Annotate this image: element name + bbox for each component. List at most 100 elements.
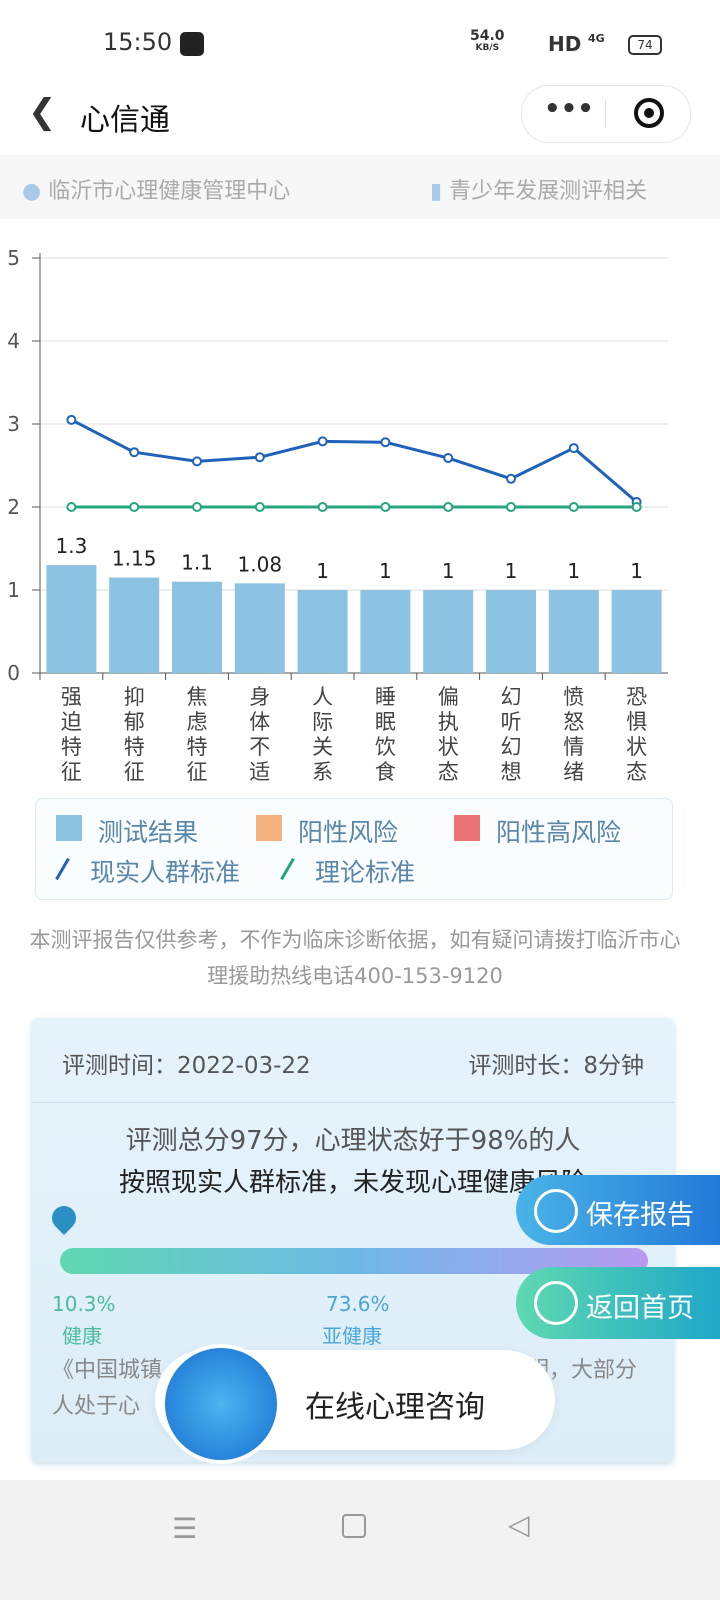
time: 15:50: [103, 28, 173, 56]
save-label: 保存报告: [586, 1200, 694, 1231]
report-time: 评测时间：2022-03-22: [62, 1053, 311, 1079]
menu-button[interactable]: ☰: [172, 1512, 198, 1545]
system-nav: ☰ ◁: [0, 1480, 720, 1600]
speed-unit: KB/S: [475, 43, 500, 53]
data-label: 1.08: [238, 552, 283, 576]
bar: [486, 590, 536, 673]
back-button[interactable]: ❮: [28, 92, 57, 132]
summary-2: 按照现实人群标准，未发现心理健康风险: [118, 1168, 587, 1198]
y-tick-label: 5: [7, 246, 20, 270]
data-label: 1.3: [55, 534, 87, 558]
point: [568, 502, 579, 512]
report-duration: 评测时长：8分钟: [468, 1053, 644, 1079]
speed: 54.0: [470, 28, 505, 44]
close-button[interactable]: [634, 98, 664, 128]
legend-label: 理论标准: [315, 858, 416, 887]
level-percent: 73.6%: [326, 1292, 390, 1316]
consult-label: 在线心理咨询: [305, 1390, 485, 1425]
data-label: 1: [630, 559, 643, 583]
x-tick-label: 恐惧状态: [626, 685, 648, 784]
data-label: 1: [567, 559, 580, 583]
info-bar: ● 临沂市心理健康管理中心 ▮ 青少年发展测评相关: [0, 155, 720, 219]
network: HD: [548, 32, 582, 56]
data-label: 1.1: [181, 551, 213, 575]
legend-swatch: [56, 815, 82, 841]
point: [129, 447, 140, 458]
point: [443, 502, 454, 512]
point: [129, 502, 140, 512]
point: [66, 414, 77, 425]
nav-title: 心信通: [80, 103, 170, 138]
x-tick-label: 焦虑特征: [186, 685, 208, 784]
home-button[interactable]: 返回首页: [516, 1267, 720, 1339]
x-tick-label: 幻听幻想: [500, 685, 522, 784]
bar: [611, 590, 662, 673]
capsule: •••: [521, 85, 691, 143]
bar: [172, 581, 222, 673]
x-tick-label: 强迫特征: [60, 685, 82, 784]
level-label: 亚健康: [322, 1324, 382, 1348]
category: ▮ 青少年发展测评相关: [430, 179, 648, 204]
chart: 0 1 2 3 4 5 1.3 1.15 1.1 1.08 1 1 1 1 1 1: [7, 246, 668, 685]
summary-1: 评测总分97分，心理状态好于98%的人: [125, 1126, 581, 1156]
note: 人处于心: [52, 1394, 141, 1419]
home-icon: [534, 1281, 578, 1325]
line: [70, 418, 638, 504]
save-button[interactable]: 保存报告: [516, 1175, 720, 1245]
point: [192, 502, 202, 512]
point: [380, 437, 391, 448]
location: ● 临沂市心理健康管理中心: [22, 179, 291, 204]
home-label: 返回首页: [586, 1293, 694, 1324]
legend-label: 测试结果: [98, 818, 199, 847]
x-tick-label: 人际关系: [312, 685, 334, 784]
x-tick-label: 愤怒情绪: [563, 685, 585, 784]
legend-label: 阳性高风险: [496, 818, 622, 847]
back-nav-button[interactable]: ◁: [508, 1508, 530, 1541]
point: [254, 502, 265, 512]
bar: [109, 577, 160, 673]
consult-icon: [161, 1344, 281, 1464]
divider: [605, 100, 606, 128]
point: [443, 453, 454, 464]
disclaimer: 本测评报告仅供参考，不作为临床诊断依据，如有疑问请拨打临沂市心理援助热线电话40…: [29, 928, 681, 988]
x-tick-label: 抑郁特征: [123, 685, 145, 784]
data-label: 1: [442, 559, 455, 583]
point: [568, 443, 579, 454]
y-tick-label: 0: [7, 661, 20, 685]
y-tick-label: 3: [7, 412, 20, 436]
app-icon: [180, 32, 204, 56]
bar: [360, 590, 411, 673]
point: [317, 436, 328, 447]
more-button[interactable]: •••: [544, 94, 594, 124]
level-label: 健康: [62, 1324, 102, 1348]
level-percent: 10.3%: [52, 1292, 116, 1316]
point: [192, 456, 202, 467]
consult-button[interactable]: 在线心理咨询: [155, 1344, 555, 1464]
legend-swatch: [55, 857, 70, 881]
legend-swatch: [280, 857, 295, 881]
x-tick-label: 偏执状态: [437, 685, 459, 784]
point: [506, 473, 516, 484]
bar: [46, 565, 97, 673]
bar: [548, 590, 599, 673]
point: [631, 502, 642, 512]
point: [317, 502, 328, 512]
y-tick-label: 2: [7, 495, 20, 519]
home-nav-button[interactable]: [342, 1514, 366, 1538]
battery: 74: [628, 35, 662, 55]
y-tick-label: 1: [7, 578, 20, 602]
net-speed: 54.0 KB/S: [470, 28, 505, 54]
point: [380, 502, 391, 512]
legend-label: 现实人群标准: [90, 858, 241, 887]
divider: [32, 1102, 674, 1103]
location-text: 临沂市心理健康管理中心: [48, 179, 291, 204]
cloud-icon: [534, 1189, 578, 1233]
x-tick-label: 睡眠饮食: [374, 685, 396, 784]
data-label: 1.15: [112, 547, 157, 571]
bar: [234, 583, 285, 673]
bar: [423, 590, 474, 673]
category-text: 青少年发展测评相关: [449, 179, 648, 204]
point: [254, 452, 265, 463]
y-tick-label: 4: [7, 329, 20, 353]
